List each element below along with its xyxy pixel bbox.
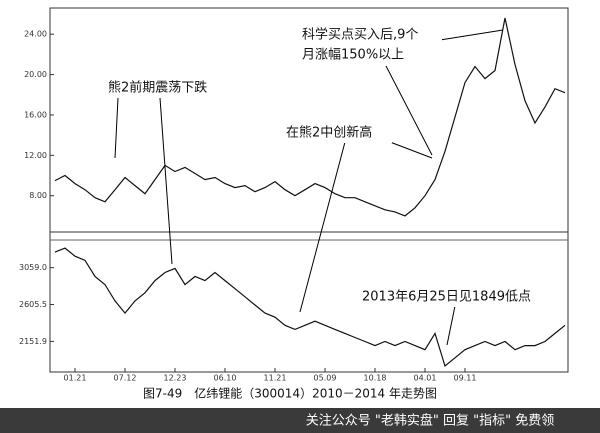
x-tick-label: 05.09 — [314, 374, 337, 383]
annotation-box — [358, 287, 550, 307]
annotation: 熊2前期震荡下跌 — [108, 80, 207, 96]
annotation: 在熊2中创新高 — [286, 125, 372, 141]
x-tick-label: 04.01 — [414, 374, 437, 383]
annotation: 2013年6月25日见1849低点 — [362, 290, 531, 305]
price-line — [54, 247, 566, 368]
annotation: 科学买点买入后,9个 — [302, 27, 418, 43]
x-tick-label: 06.10 — [214, 374, 237, 383]
arrow — [446, 305, 456, 346]
watermark: 关注公众号 "老韩实盘" 回复 "指标" 免费领 — [306, 413, 554, 429]
x-tick-label: 07.12 — [114, 374, 137, 383]
y-tick-label: 2151.9 — [19, 337, 47, 346]
y-tick-label: 3059.0 — [19, 263, 47, 272]
annotation-box — [298, 24, 442, 66]
arrow — [114, 97, 119, 159]
arrows — [114, 29, 504, 346]
arrow — [299, 141, 346, 313]
x-tick-label: 10.18 — [364, 374, 387, 383]
arrow — [159, 97, 173, 265]
y-tick-label: 8.00 — [29, 191, 47, 200]
annotation-box — [104, 78, 226, 98]
y-tick-label: 2605.5 — [19, 300, 47, 309]
y-tick-label: 20.00 — [24, 70, 47, 79]
arrow — [384, 63, 433, 156]
annotation-box — [282, 123, 392, 143]
x-tick-label: 11.21 — [264, 374, 287, 383]
caption: 图7-49 亿纬锂能（300014）2010－2014 年走势图 — [143, 386, 437, 401]
arrow — [389, 141, 433, 159]
y-tick-label: 12.00 — [24, 151, 47, 160]
arrow — [439, 29, 504, 41]
x-tick-label: 12.23 — [164, 374, 187, 383]
x-tick-label: 01.21 — [64, 374, 87, 383]
y-tick-label: 16.00 — [24, 110, 47, 119]
price-line — [54, 17, 566, 217]
watermark-bar — [0, 408, 600, 433]
frame — [49, 7, 569, 373]
y-tick-label: 24.00 — [24, 30, 47, 39]
x-tick-label: 09.11 — [454, 374, 477, 383]
annotation: 月涨幅150%以上 — [302, 48, 404, 63]
